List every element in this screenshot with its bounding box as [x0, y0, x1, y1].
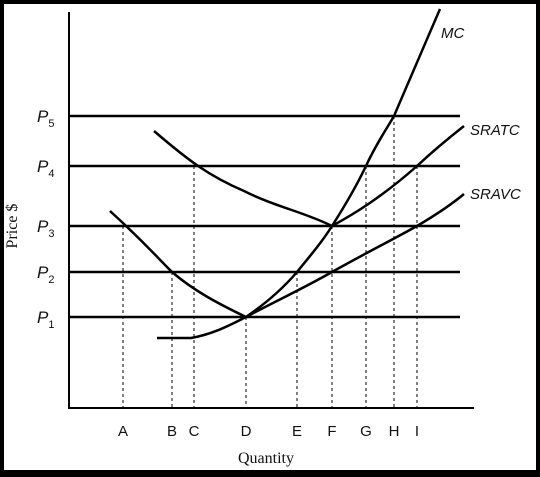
price-label-p4-base: P	[37, 157, 49, 176]
cost-curves-chart: MC SRATC SRAVC P5 P4 P3 P2 P1 A B C D E …	[4, 8, 521, 467]
x-tick-i: I	[415, 423, 419, 440]
price-label-p5-sub: 5	[48, 118, 54, 130]
sravc-curve	[109, 193, 465, 319]
x-tick-h: H	[389, 423, 400, 440]
x-tick-f: F	[327, 423, 336, 440]
price-label-p3-sub: 3	[48, 228, 54, 240]
price-label-p2-sub: 2	[48, 274, 54, 286]
x-tick-e: E	[292, 423, 302, 440]
x-tick-b: B	[167, 423, 177, 440]
price-label-p3-base: P	[37, 217, 49, 236]
y-axis-title: Price $	[4, 204, 21, 249]
sratc-curve	[153, 125, 465, 228]
x-axis-title: Quantity	[238, 450, 294, 467]
price-label-p2: P2	[37, 263, 54, 286]
price-label-p1-sub: 1	[48, 319, 54, 331]
chart-panel: MC SRATC SRAVC P5 P4 P3 P2 P1 A B C D E …	[4, 4, 536, 470]
x-tick-a: A	[118, 423, 128, 440]
x-tick-g: G	[360, 423, 372, 440]
x-tick-c: C	[189, 423, 200, 440]
sratc-label: SRATC	[470, 122, 520, 139]
price-label-p4-sub: 4	[48, 168, 54, 180]
x-tick-d: D	[241, 423, 252, 440]
price-label-p2-base: P	[37, 263, 49, 282]
price-label-p1: P1	[37, 308, 54, 331]
price-label-p5-base: P	[37, 107, 49, 126]
price-label-p1-base: P	[37, 308, 49, 327]
sravc-label: SRAVC	[470, 186, 521, 203]
price-label-p4: P4	[37, 157, 54, 180]
mc-label: MC	[441, 25, 464, 42]
price-label-p3: P3	[37, 217, 54, 240]
price-label-p5: P5	[37, 107, 54, 130]
